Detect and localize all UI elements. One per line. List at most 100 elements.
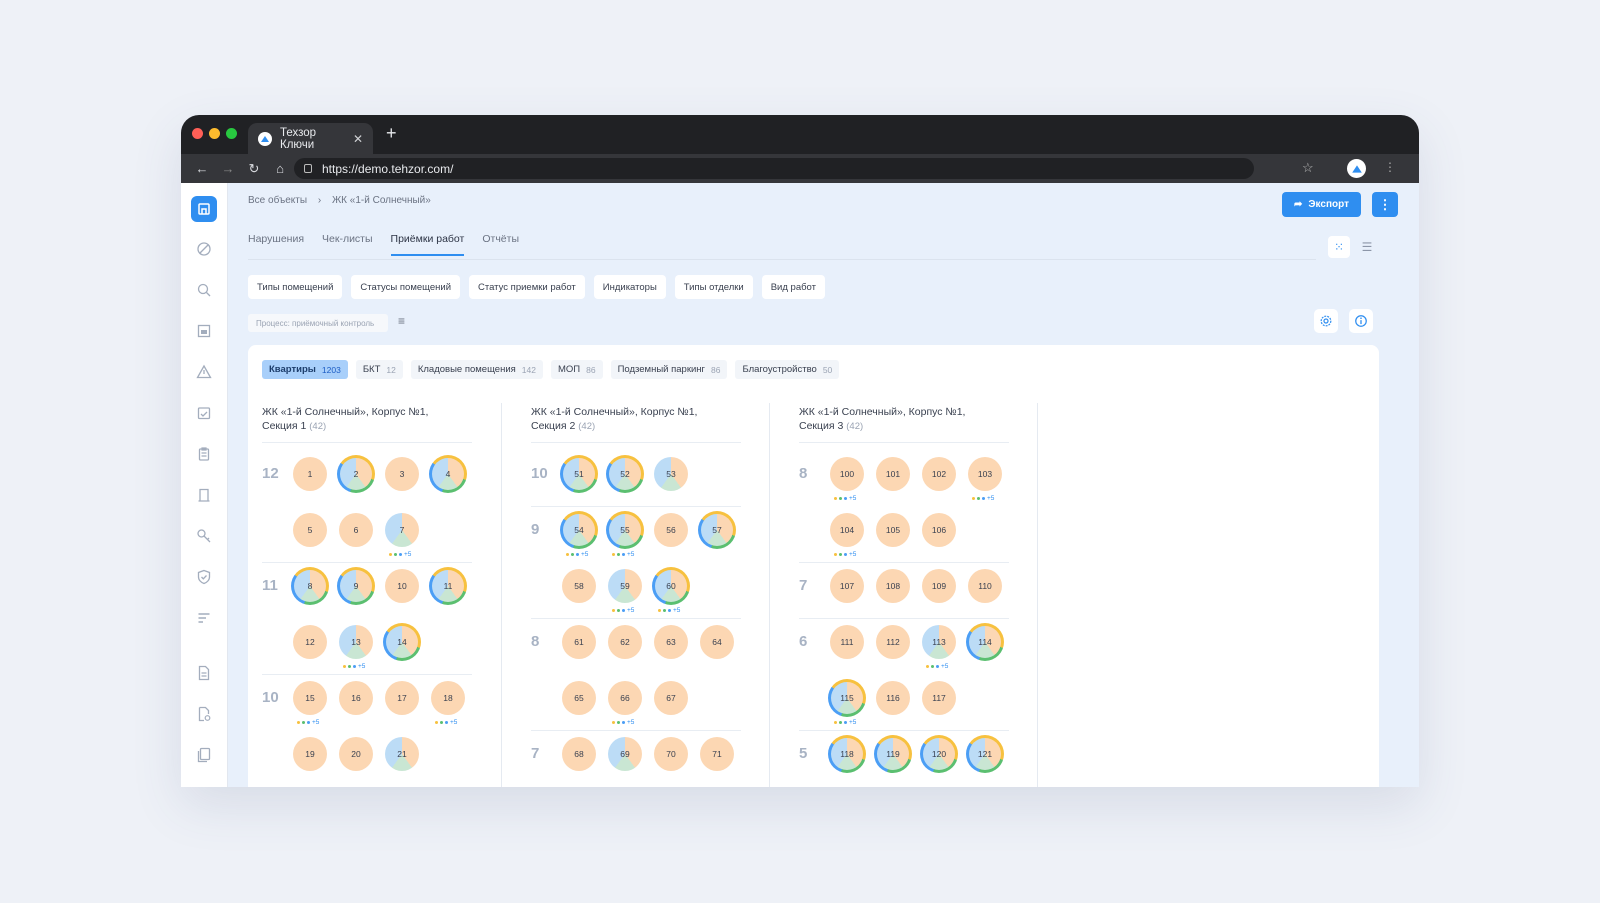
apartment-cell[interactable]: 110	[968, 569, 1002, 603]
apartment-cell[interactable]: 60	[652, 567, 690, 605]
apartment-cell[interactable]: 120	[920, 735, 958, 773]
apartment-cell[interactable]: 18	[431, 681, 465, 715]
apartment-cell[interactable]: 69	[608, 737, 642, 771]
apartment-cell[interactable]: 11	[429, 567, 467, 605]
browser-tab[interactable]: Техзор Ключи ✕	[248, 123, 373, 154]
breadcrumb-all-objects[interactable]: Все объекты	[248, 195, 308, 206]
filter-parking[interactable]: Подземный паркинг 86	[610, 360, 728, 379]
close-window-button[interactable]	[192, 128, 203, 139]
apartment-cell[interactable]: 52	[606, 455, 644, 493]
browser-menu-icon[interactable]: ⋮	[1384, 160, 1396, 174]
chip-space-statuses[interactable]: Статусы помещений	[351, 275, 460, 299]
chip-acceptance-status[interactable]: Статус приемки работ	[469, 275, 585, 299]
bookmark-star-icon[interactable]: ☆	[1302, 160, 1314, 175]
apartment-cell[interactable]: 112	[876, 625, 910, 659]
apartment-cell[interactable]: 71	[700, 737, 734, 771]
apartment-cell[interactable]: 13	[339, 625, 373, 659]
apartment-cell[interactable]: 118	[828, 735, 866, 773]
apartment-cell[interactable]: 58	[562, 569, 596, 603]
apartment-cell[interactable]: 16	[339, 681, 373, 715]
apartment-cell[interactable]: 101	[876, 457, 910, 491]
slash-circle-icon[interactable]	[196, 241, 212, 257]
apartment-cell[interactable]: 121	[966, 735, 1004, 773]
apartment-cell[interactable]: 4	[429, 455, 467, 493]
chip-indicators[interactable]: Индикаторы	[593, 275, 666, 299]
apartment-cell[interactable]: 105	[876, 513, 910, 547]
apartment-cell[interactable]: 20	[339, 737, 373, 771]
apartment-cell[interactable]: 7	[385, 513, 419, 547]
apartment-cell[interactable]: 10	[385, 569, 419, 603]
info-icon[interactable]	[1349, 309, 1373, 333]
apartment-cell[interactable]: 57	[698, 511, 736, 549]
settings-gear-icon[interactable]	[1314, 309, 1338, 333]
apartment-cell[interactable]: 55	[606, 511, 644, 549]
apartment-cell[interactable]: 68	[562, 737, 596, 771]
apartment-cell[interactable]: 15	[293, 681, 327, 715]
apartment-cell[interactable]: 53	[654, 457, 688, 491]
apartment-cell[interactable]: 54	[560, 511, 598, 549]
apartment-cell[interactable]: 116	[876, 681, 910, 715]
apartment-cell[interactable]: 5	[293, 513, 327, 547]
apartment-cell[interactable]: 1	[293, 457, 327, 491]
new-tab-icon[interactable]: +	[386, 123, 397, 143]
list-view-icon[interactable]: ☰	[1361, 240, 1373, 254]
apartment-cell[interactable]: 113	[922, 625, 956, 659]
search-icon[interactable]	[196, 282, 212, 298]
profile-avatar-icon[interactable]	[1347, 159, 1366, 178]
filter-apartments[interactable]: Квартиры 1203	[262, 360, 348, 379]
back-icon[interactable]: ←	[195, 161, 209, 176]
apartment-cell[interactable]: 119	[874, 735, 912, 773]
apartment-cell[interactable]: 3	[385, 457, 419, 491]
shield-check-icon[interactable]	[196, 569, 212, 585]
apartment-cell[interactable]: 51	[560, 455, 598, 493]
chip-space-types[interactable]: Типы помещений	[248, 275, 343, 299]
apartment-cell[interactable]: 103	[968, 457, 1002, 491]
filter-common-areas[interactable]: МОП 86	[550, 360, 603, 379]
filter-bkt[interactable]: БКТ 12	[355, 360, 403, 379]
key-icon[interactable]	[196, 528, 212, 544]
apartment-cell[interactable]: 100	[830, 457, 864, 491]
more-options-button[interactable]: ⋮	[1372, 192, 1398, 217]
apartment-cell[interactable]: 61	[562, 625, 596, 659]
minimize-window-button[interactable]	[209, 128, 220, 139]
apartment-cell[interactable]: 9	[337, 567, 375, 605]
apartment-cell[interactable]: 102	[922, 457, 956, 491]
apartment-cell[interactable]: 67	[654, 681, 688, 715]
close-tab-icon[interactable]: ✕	[352, 131, 363, 146]
filter-landscaping[interactable]: Благоустройство 50	[735, 360, 840, 379]
document-icon[interactable]	[196, 665, 212, 681]
documents-icon[interactable]	[196, 747, 212, 763]
apartment-cell[interactable]: 70	[654, 737, 688, 771]
reload-icon[interactable]: ↻	[248, 160, 260, 176]
apartment-cell[interactable]: 104	[830, 513, 864, 547]
calendar-check-icon[interactable]	[196, 405, 212, 421]
filter-storage[interactable]: Кладовые помещения 142	[410, 360, 543, 379]
apartment-cell[interactable]: 59	[608, 569, 642, 603]
export-button[interactable]: ➦ Экспорт	[1282, 192, 1361, 217]
home-building-icon[interactable]	[191, 196, 217, 222]
door-icon[interactable]	[196, 487, 212, 503]
apartment-cell[interactable]: 62	[608, 625, 642, 659]
document-settings-icon[interactable]	[196, 706, 212, 722]
tab-violations[interactable]: Нарушения	[248, 233, 305, 245]
apartment-cell[interactable]: 64	[700, 625, 734, 659]
tab-checklists[interactable]: Чек-листы	[322, 233, 373, 245]
apartment-cell[interactable]: 6	[339, 513, 373, 547]
apartment-cell[interactable]: 111	[830, 625, 864, 659]
apartment-cell[interactable]: 21	[385, 737, 419, 771]
apartment-cell[interactable]: 63	[654, 625, 688, 659]
grid-view-icon[interactable]: ⁙	[1328, 236, 1350, 258]
building-plan-icon[interactable]	[196, 323, 212, 339]
chip-work-types[interactable]: Вид работ	[761, 275, 825, 299]
apartment-cell[interactable]: 56	[654, 513, 688, 547]
apartment-cell[interactable]: 17	[385, 681, 419, 715]
chip-finish-types[interactable]: Типы отделки	[674, 275, 753, 299]
breadcrumb-current[interactable]: ЖК «1-й Солнечный»	[331, 195, 431, 206]
apartment-cell[interactable]: 117	[922, 681, 956, 715]
tab-work-acceptance[interactable]: Приёмки работ	[390, 233, 465, 256]
forward-icon[interactable]: →	[221, 161, 235, 176]
apartment-cell[interactable]: 109	[922, 569, 956, 603]
structure-list-icon[interactable]	[196, 610, 212, 626]
process-select[interactable]: Процесс: приёмочный контроль	[248, 314, 388, 332]
warning-icon[interactable]	[196, 364, 212, 380]
